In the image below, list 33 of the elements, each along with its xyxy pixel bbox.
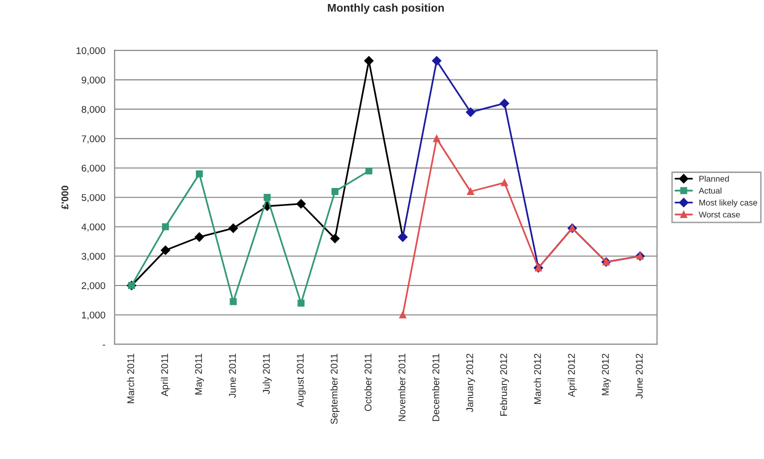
x-tick-label: June 2011 [228,354,236,398]
x-tick-label: October 2011 [364,354,372,412]
chart-title: Monthly cash position [328,4,444,14]
x-tick-label: September 2011 [330,354,340,424]
x-tick-label: April 2011 [160,354,170,396]
y-tick-label: 7,000 [82,135,106,144]
x-tick-label: March 2011 [127,354,134,404]
x-tick-label: January 2012 [466,354,476,412]
legend-label: Actual [698,188,722,194]
legend-label: Worst case [698,212,740,218]
x-tick-label: March 2012 [534,354,541,404]
legend-label: Planned [699,176,729,182]
y-tick-label: 2,000 [82,282,106,290]
x-tick-label: November 2011 [398,354,406,421]
y-tick-label: 5,000 [82,194,106,202]
x-tick-label: February 2012 [500,354,510,416]
y-tick-label: 4,000 [81,223,106,232]
y-tick-label: 3,000 [82,252,106,261]
y-tick-label: 1,000 [82,312,106,320]
x-tick-label: May 2012 [602,354,611,396]
x-tick-label: May 2011 [195,354,204,394]
y-tick-label: 10,000 [76,47,106,56]
y-tick-label: 9,000 [82,76,106,85]
legend-label: Most likely case [699,199,758,208]
x-tick-label: July 2011 [262,354,272,394]
y-tick-label: 6,000 [82,164,106,173]
x-tick-label: December 2011 [432,354,440,421]
x-tick-label: June 2012 [636,354,643,399]
y-tick-label: - [102,344,106,346]
y-tick-label: 8,000 [82,106,106,114]
y-axis-title: £'000 [61,186,68,210]
x-tick-label: August 2011 [296,354,306,408]
x-tick-label: April 2012 [568,354,577,398]
